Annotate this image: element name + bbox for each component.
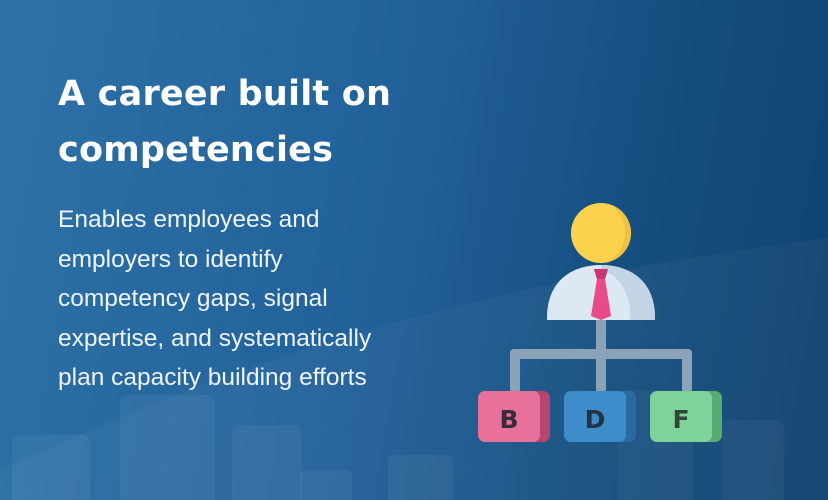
box-letter: D	[585, 405, 606, 434]
description-line: Enables employees and	[58, 206, 320, 233]
head	[571, 203, 631, 263]
background-building	[388, 455, 453, 500]
description-line: plan capacity building efforts	[58, 364, 367, 391]
person-icon	[547, 203, 655, 320]
org-box-f: F	[650, 391, 722, 442]
background-building	[722, 420, 784, 500]
background-building	[300, 470, 352, 500]
description-line: competency gaps, signal	[58, 285, 328, 312]
org-box-d: D	[564, 391, 636, 442]
box-letter: F	[672, 405, 689, 434]
org-chart-illustration: B D F	[478, 203, 722, 442]
box-letter: B	[499, 405, 518, 434]
background-building	[120, 395, 215, 500]
description: Enables employees and employers to ident…	[58, 200, 448, 398]
headline-line: A career built on	[58, 74, 392, 114]
org-chart-connectors	[510, 313, 692, 393]
background-building	[12, 435, 90, 500]
headline-line: competencies	[58, 130, 334, 170]
description-line: expertise, and systematically	[58, 324, 372, 352]
background-building	[232, 425, 302, 500]
description-line: employers to identify	[58, 245, 283, 273]
headline: A career built on competencies	[58, 66, 478, 178]
tie	[591, 269, 611, 320]
org-box-b: B	[478, 391, 550, 442]
